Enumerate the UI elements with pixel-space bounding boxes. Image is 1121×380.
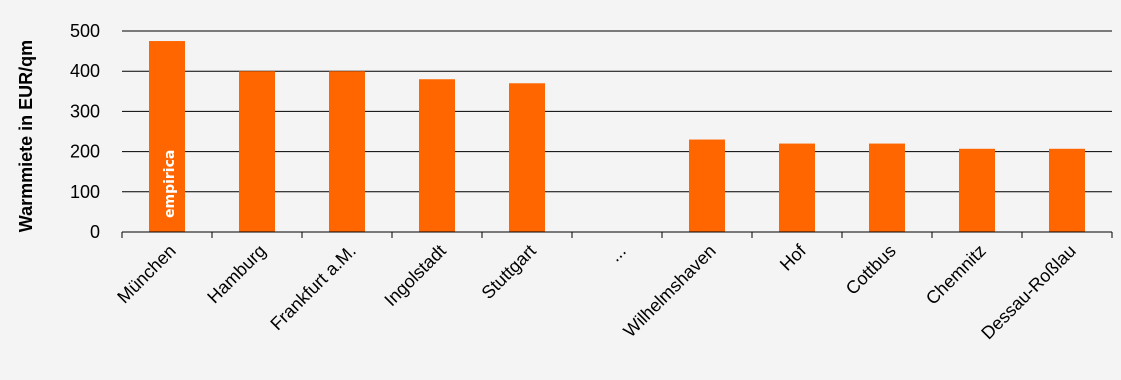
bar-4 bbox=[509, 83, 545, 232]
y-tick-500: 500 bbox=[70, 21, 100, 41]
y-tick-0: 0 bbox=[90, 222, 100, 242]
bar-7 bbox=[779, 143, 815, 232]
category-label-9: Chemnitz bbox=[922, 241, 990, 309]
bar-0 bbox=[149, 41, 185, 232]
category-label-0: München bbox=[113, 241, 180, 308]
gridlines bbox=[122, 30, 1112, 193]
category-label-4: Stuttgart bbox=[478, 241, 540, 303]
category-label-6: Wilhelmshaven bbox=[619, 241, 719, 341]
y-tick-200: 200 bbox=[70, 142, 100, 162]
x-axis bbox=[121, 231, 1113, 238]
category-label-3: Ingolstadt bbox=[380, 241, 449, 310]
y-tick-labels: 0 100 200 300 400 500 bbox=[70, 21, 100, 242]
bar-1 bbox=[239, 71, 275, 232]
bars bbox=[149, 41, 1085, 233]
bar-3 bbox=[419, 79, 455, 233]
bar-2 bbox=[329, 71, 365, 232]
y-tick-300: 300 bbox=[70, 101, 100, 121]
bar-6 bbox=[689, 139, 725, 232]
bar-8 bbox=[869, 143, 905, 232]
category-label-1: Hamburg bbox=[203, 241, 269, 307]
bar-10 bbox=[1049, 148, 1085, 232]
category-label-7: Hof bbox=[776, 240, 811, 275]
category-label-2: Frankfurt a.M. bbox=[266, 241, 359, 334]
bar-9 bbox=[959, 148, 995, 232]
y-axis-title: Warmmiete in EUR/qm bbox=[16, 40, 36, 232]
watermark-empirica: empirica bbox=[162, 150, 178, 218]
y-tick-100: 100 bbox=[70, 182, 100, 202]
y-tick-400: 400 bbox=[70, 61, 100, 81]
category-label-5: ... bbox=[605, 241, 630, 266]
category-label-8: Cottbus bbox=[842, 241, 900, 299]
category-label-10: Dessau-Roßlau bbox=[977, 241, 1080, 344]
